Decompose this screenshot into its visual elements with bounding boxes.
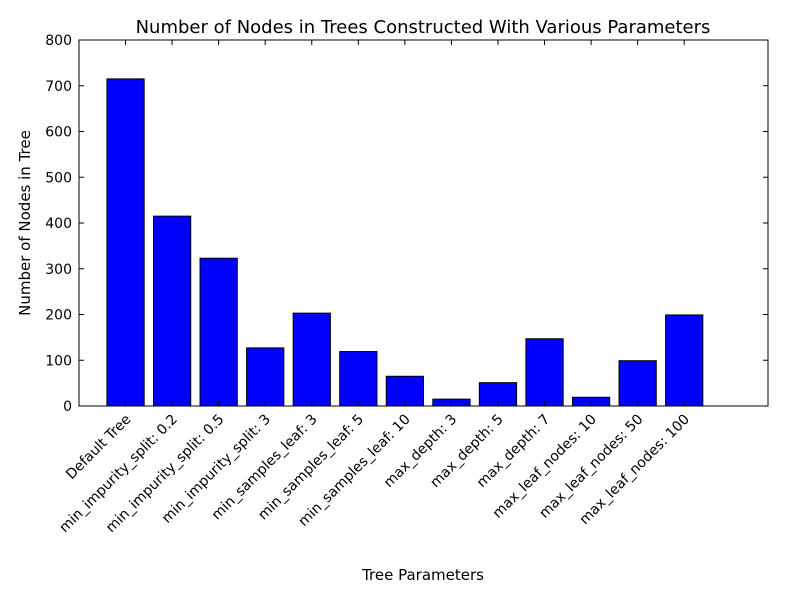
y-tick-label: 0 <box>63 399 72 415</box>
y-tick-label: 700 <box>45 79 72 95</box>
bar <box>665 314 704 407</box>
y-tick-label: 200 <box>45 308 72 324</box>
bars-layer <box>106 78 704 407</box>
chart-title: Number of Nodes in Trees Constructed Wit… <box>136 17 711 38</box>
bar <box>199 257 238 407</box>
bar <box>618 360 657 407</box>
bar <box>246 347 285 407</box>
y-axis-ticks: 0 100 200 300 400 500 600 700 800 <box>45 33 768 415</box>
y-tick-label: 500 <box>45 170 72 186</box>
y-tick-label: 300 <box>45 262 72 278</box>
bar <box>152 215 192 407</box>
bar <box>292 312 331 407</box>
y-tick-label: 800 <box>45 33 72 49</box>
y-tick-label: 100 <box>45 353 72 369</box>
y-tick-label: 600 <box>45 125 72 141</box>
y-axis-label: Number of Nodes in Tree <box>16 130 34 316</box>
bar <box>106 78 145 407</box>
plot-frame <box>78 39 769 407</box>
bar <box>339 351 378 407</box>
y-tick-label: 400 <box>45 216 72 232</box>
bar <box>525 338 564 407</box>
x-axis-label: Tree Parameters <box>361 566 484 584</box>
